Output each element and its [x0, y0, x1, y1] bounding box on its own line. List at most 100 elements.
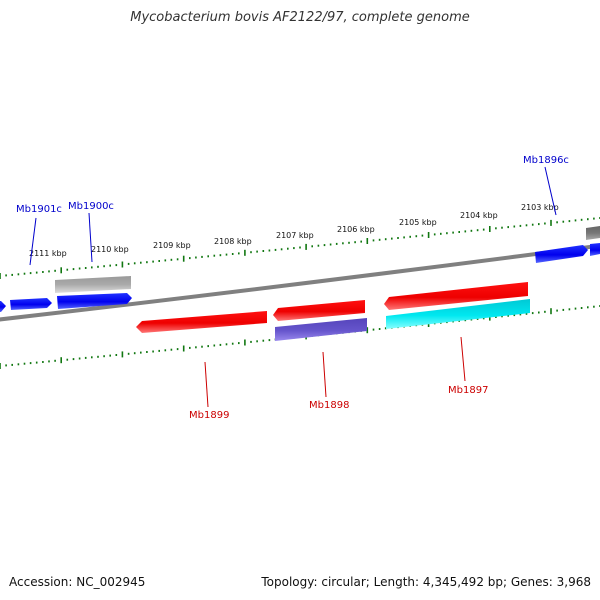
outer-tick — [593, 217, 595, 220]
outer-tick — [5, 274, 7, 277]
inner-tick — [54, 359, 56, 362]
outer-tick — [544, 222, 546, 225]
gene-arrow-mb1898[interactable] — [273, 300, 365, 321]
outer-tick — [11, 273, 13, 276]
inner-tick — [568, 308, 571, 311]
outer-tick — [409, 235, 411, 238]
outer-tick — [103, 265, 105, 268]
gene-arrow-mb1898-purple[interactable] — [275, 318, 367, 341]
outer-tick — [525, 224, 528, 227]
inner-tick — [29, 362, 32, 365]
inner-tick — [72, 358, 75, 361]
inner-tick — [225, 343, 228, 346]
outer-tick — [23, 272, 26, 275]
scale-label-2106: 2106 kbp — [337, 225, 375, 234]
leader-mb1901c — [29, 217, 37, 266]
inner-tick — [519, 313, 522, 316]
inner-tick — [244, 339, 246, 346]
outer-tick — [415, 235, 418, 238]
inner-tick — [182, 345, 185, 352]
outer-tick — [127, 262, 130, 265]
outer-tick — [317, 244, 320, 247]
outer-tick — [403, 236, 405, 239]
outer-tick — [452, 231, 454, 234]
inner-tick — [593, 305, 595, 308]
outer-tick — [72, 268, 75, 271]
inner-tick — [476, 317, 479, 320]
inner-tick — [35, 361, 38, 364]
gene-arrow-mb1899[interactable] — [136, 311, 267, 333]
gene-label-mb1898[interactable]: Mb1898 — [309, 400, 349, 411]
outer-tick — [476, 229, 479, 232]
gene-arrow-left-edge[interactable] — [0, 301, 6, 312]
outer-tick — [121, 261, 124, 268]
outer-tick — [84, 267, 87, 269]
inner-tick — [213, 344, 216, 347]
leader-mb1899 — [204, 361, 209, 408]
outer-tick — [427, 232, 430, 238]
gene-label-mb1896c[interactable]: Mb1896c — [523, 155, 569, 166]
gene-arrow-mb1900c[interactable] — [57, 293, 132, 309]
outer-tick — [17, 273, 20, 276]
inner-tick — [231, 342, 234, 345]
gene-label-mb1901c[interactable]: Mb1901c — [16, 204, 62, 215]
inner-tick — [250, 340, 252, 343]
inner-tick — [0, 363, 1, 369]
outer-tick — [354, 241, 356, 244]
inner-tick — [556, 309, 558, 312]
scale-label-2109: 2109 kbp — [153, 241, 191, 250]
outer-tick — [329, 243, 332, 246]
outer-tick — [170, 258, 173, 261]
gene-arrow-blue-right[interactable] — [590, 243, 600, 256]
inner-tick — [378, 328, 381, 330]
outer-tick — [152, 260, 154, 263]
inner-tick — [133, 352, 136, 355]
outer-tick — [225, 253, 228, 256]
leader-mb1898 — [322, 351, 327, 398]
outer-tick — [231, 253, 234, 255]
gene-arrow-gray-right[interactable] — [586, 226, 600, 240]
outer-tick — [568, 220, 571, 223]
gene-label-mb1897[interactable]: Mb1897 — [448, 385, 488, 396]
outer-tick — [372, 239, 375, 242]
inner-tick — [531, 312, 534, 315]
inner-tick — [42, 361, 44, 363]
gene-label-mb1899[interactable]: Mb1899 — [189, 410, 229, 421]
outer-tick — [323, 244, 326, 247]
outer-tick — [0, 273, 1, 279]
outer-tick — [378, 238, 381, 241]
scale-label-2103: 2103 kbp — [521, 203, 559, 212]
gene-label-mb1900c[interactable]: Mb1900c — [68, 201, 114, 212]
outer-tick — [48, 270, 50, 273]
outer-tick — [293, 247, 295, 250]
outer-tick — [250, 251, 252, 254]
gene-arrow-mb1900c-gray[interactable] — [55, 276, 131, 293]
outer-tick — [213, 254, 216, 257]
gene-arrow-mb1896c[interactable] — [535, 245, 588, 263]
outer-tick — [458, 231, 460, 233]
outer-tick — [440, 232, 442, 235]
outer-tick — [391, 237, 393, 240]
inner-tick — [66, 358, 69, 361]
outer-tick — [115, 264, 118, 267]
inner-tick — [384, 327, 387, 330]
inner-tick — [366, 327, 369, 334]
inner-tick — [513, 314, 516, 317]
gene-arrow-mb1901c[interactable] — [10, 298, 52, 310]
outer-tick — [189, 257, 191, 260]
inner-tick — [219, 343, 222, 346]
outer-tick — [580, 218, 583, 221]
outer-tick — [348, 241, 350, 244]
inner-tick — [176, 348, 179, 351]
gene-arrow-mb1897[interactable] — [384, 282, 528, 310]
inner-tick — [464, 319, 467, 322]
inner-tick — [115, 354, 118, 356]
outer-tick — [421, 234, 424, 237]
outer-tick — [97, 265, 99, 268]
gene-arrow-mb1897-cyan[interactable] — [386, 299, 530, 329]
inner-tick — [152, 350, 154, 353]
inner-tick — [78, 357, 81, 360]
inner-tick — [268, 339, 271, 342]
outer-tick — [550, 219, 552, 226]
scale-label-2105: 2105 kbp — [399, 218, 437, 227]
